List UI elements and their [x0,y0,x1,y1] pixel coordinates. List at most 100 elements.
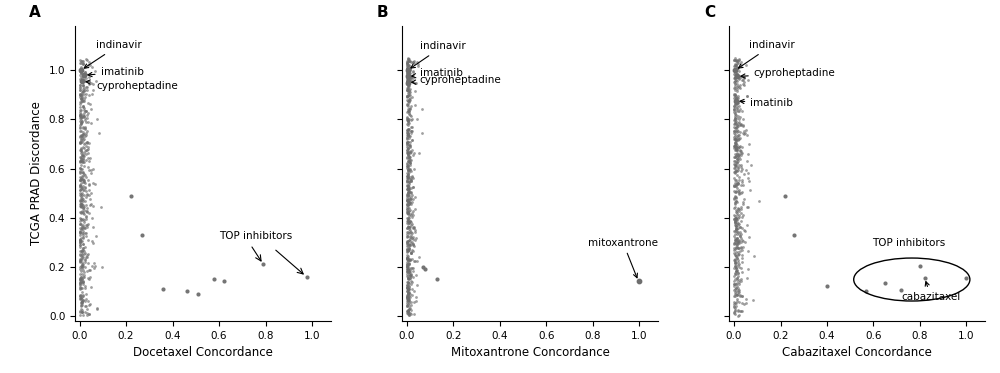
Point [727,286,743,292]
Point [735,77,751,83]
Point [730,153,746,159]
Point [82,202,98,208]
Point [80,275,96,281]
Point [76,177,92,183]
Point [72,277,88,283]
Point [72,87,88,93]
Point [78,194,94,200]
Point [727,104,743,110]
Point [400,120,416,126]
Point [730,167,746,173]
Point [742,187,758,193]
Point [401,290,417,296]
Point [728,144,744,150]
Point [400,289,416,295]
Point [399,245,415,251]
Point [402,236,418,242]
Point [400,243,416,249]
Point [727,125,743,131]
Point [402,234,418,240]
Point [75,312,91,318]
Point [81,210,97,216]
Point [399,206,415,212]
Point [730,249,746,255]
Point [734,293,750,299]
Point [402,305,418,311]
Point [728,226,744,232]
Point [400,301,416,307]
Point [400,218,416,224]
Point [731,137,747,142]
Point [746,253,762,259]
Point [402,142,418,148]
Point [730,107,746,113]
Point [80,155,96,161]
Point [729,129,745,135]
Point [729,122,745,128]
Point [399,241,415,247]
Point [179,288,195,294]
Point [77,258,93,264]
Point [731,287,747,293]
Point [727,201,743,207]
Point [402,257,418,263]
Point [733,122,749,128]
Point [731,279,747,285]
Point [74,224,90,230]
Point [79,252,95,258]
Point [400,189,416,195]
Point [76,179,92,185]
Point [75,293,91,299]
Point [399,308,415,314]
Point [729,226,745,232]
Point [76,178,92,184]
Point [74,88,90,94]
Point [402,257,418,263]
Point [727,121,743,127]
Point [732,85,748,91]
Point [72,122,88,128]
Point [402,267,418,273]
Point [401,126,417,132]
Point [74,59,90,65]
Point [727,67,743,73]
Point [728,223,744,229]
Point [399,102,415,108]
Point [74,152,90,158]
Point [72,258,88,264]
Point [401,284,417,290]
Point [206,276,222,282]
Point [401,306,417,312]
Point [731,208,747,214]
Point [726,212,742,218]
Point [75,261,91,267]
Point [75,186,91,192]
Point [730,180,746,186]
Point [405,241,421,247]
Point [728,198,744,204]
Point [733,239,749,245]
Point [89,305,105,311]
Point [403,240,419,246]
Point [401,58,417,64]
Point [401,194,417,200]
Point [75,112,91,118]
Point [77,285,93,291]
Point [73,295,89,301]
Point [727,260,743,266]
Point [728,268,744,274]
Point [73,60,89,66]
Point [727,117,743,123]
Point [727,311,743,317]
Point [400,247,416,253]
Point [401,201,417,207]
Point [731,277,747,283]
Point [726,175,742,181]
Point [403,265,419,271]
Point [74,308,90,314]
Point [74,226,90,232]
Point [726,216,742,222]
Point [401,179,417,185]
Point [730,291,746,297]
Point [73,306,89,312]
